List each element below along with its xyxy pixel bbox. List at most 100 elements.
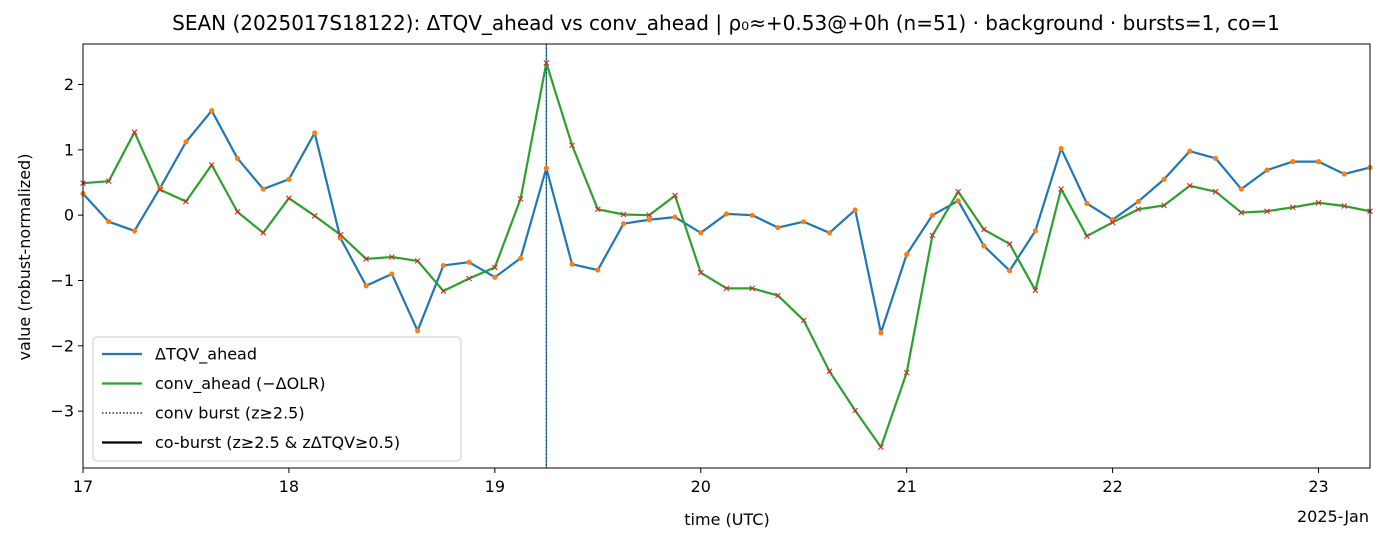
series-2-point <box>646 212 653 219</box>
x-axis-offset-label: 2025-Jan <box>1297 507 1369 526</box>
series-1-point <box>440 262 446 269</box>
series-2-point <box>620 211 627 218</box>
series-2-point <box>131 129 138 136</box>
series-2-point <box>363 256 370 262</box>
x-tick-label: 18 <box>279 477 299 496</box>
legend-label: conv burst (z≥2.5) <box>155 404 305 423</box>
series-1-point <box>234 155 241 161</box>
y-axis-label: value (robust-normalized) <box>15 154 34 361</box>
series-1-point <box>981 243 987 249</box>
series-1-point <box>1341 171 1347 177</box>
series-2-point <box>1109 219 1116 226</box>
x-tick-label: 17 <box>73 477 93 496</box>
series-1-point <box>1084 200 1090 207</box>
series-2-point <box>749 285 756 292</box>
series-2-point <box>260 229 267 236</box>
plot-frame <box>82 43 1371 469</box>
series-2-point <box>466 275 472 282</box>
series-1-point <box>878 330 884 336</box>
legend-box <box>92 336 462 462</box>
series-2-point <box>955 188 962 195</box>
series-2-point <box>1161 202 1167 209</box>
legend: ΔTQV_ahead conv_ahead (−ΔOLR) conv burst (… <box>92 336 462 462</box>
series-1-point <box>955 198 961 204</box>
series-2-point <box>1135 206 1142 213</box>
series-1-point <box>1238 186 1244 192</box>
series-1-point <box>1058 145 1064 152</box>
series-2-point <box>105 178 112 185</box>
series-1-point <box>904 251 910 257</box>
legend-label: ΔTQV_ahead <box>155 345 257 365</box>
series-1-point <box>672 214 678 220</box>
series-2-point <box>775 292 781 299</box>
series-2-point <box>1212 188 1219 195</box>
series-2-point <box>234 209 241 215</box>
series-2-point <box>1058 186 1065 192</box>
y-tick-label: 1 <box>64 140 74 159</box>
series-1-point <box>363 283 369 289</box>
x-tick-label: 19 <box>485 477 505 496</box>
series-2-point <box>981 226 987 233</box>
series-2-point <box>1289 204 1296 211</box>
series-1-point <box>929 212 936 218</box>
series-1-point <box>1161 176 1167 182</box>
series-2-point <box>1264 208 1270 215</box>
series-1-point <box>286 176 292 182</box>
legend-label: co-burst (z≥2.5 & zΔTQV≥0.5) <box>155 433 400 452</box>
series-1-point <box>1264 167 1270 173</box>
series-1-point <box>543 165 549 171</box>
series-2-point <box>1315 199 1322 206</box>
y-tick-label: −1 <box>50 271 74 290</box>
series-1-point <box>1315 158 1322 165</box>
series-2-point <box>1083 233 1090 239</box>
series-1-point <box>698 230 704 236</box>
series-1-point <box>723 211 730 217</box>
series-2-point <box>1186 182 1193 189</box>
series-1-point <box>312 130 318 136</box>
series-1-point <box>517 255 524 261</box>
series-1-point <box>1212 155 1219 161</box>
plot-area <box>80 44 1373 468</box>
series-2-point <box>311 212 318 219</box>
series-2-point <box>903 369 910 376</box>
series-2-point <box>543 60 550 66</box>
series-1-point <box>415 328 421 334</box>
series-1-point <box>209 108 215 114</box>
series-2-point <box>337 231 344 238</box>
series-1-point <box>595 267 601 273</box>
series-2-point <box>1006 241 1013 247</box>
series-1-point <box>852 207 858 213</box>
y-tick-label: −2 <box>50 336 74 355</box>
series-2-point <box>157 186 164 193</box>
y-tick-label: −3 <box>50 402 74 421</box>
series-1-point <box>260 186 266 192</box>
series-2-point <box>183 198 189 205</box>
x-axis-label: time (UTC) <box>684 510 769 529</box>
series-2-point <box>723 285 730 292</box>
series-2-point <box>697 269 704 276</box>
x-tick-label: 21 <box>897 477 917 496</box>
series-2-point <box>672 192 678 199</box>
series-2-point <box>1238 209 1245 216</box>
series-2-point <box>388 254 395 260</box>
series-2-point <box>440 288 447 294</box>
series-1-point <box>1007 268 1013 274</box>
series-1-point <box>749 212 755 218</box>
series-2-point <box>208 161 215 168</box>
x-tick-label: 22 <box>1102 477 1122 496</box>
series-2-point <box>517 195 524 202</box>
series-2-point <box>800 317 807 324</box>
series-1-point <box>775 224 781 231</box>
series-1-point <box>1135 198 1141 205</box>
series-2-point <box>1032 287 1039 294</box>
series-1-point <box>466 259 472 265</box>
series-2-point <box>1341 203 1348 209</box>
series-1-point <box>131 228 138 234</box>
series-1-point <box>826 230 833 236</box>
series-1-point <box>1110 217 1116 223</box>
series-2-point <box>491 264 498 271</box>
series-2-point <box>569 142 575 149</box>
